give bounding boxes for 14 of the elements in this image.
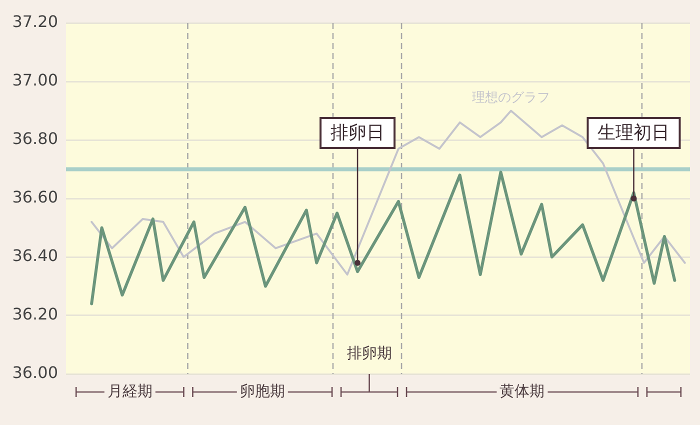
series-label: 理想のグラフ bbox=[472, 90, 550, 106]
text: 黄体期 bbox=[500, 382, 545, 400]
annotation: 排卵日 bbox=[330, 122, 385, 144]
annotation: 生理初日 bbox=[598, 122, 670, 144]
text: 卵胞期 bbox=[240, 382, 285, 400]
y-tick-label: 36.60 bbox=[12, 188, 58, 207]
y-tick-label: 36.20 bbox=[12, 304, 58, 324]
y-tick-label: 36.00 bbox=[12, 363, 58, 382]
y-tick-label: 36.40 bbox=[12, 246, 58, 266]
y-tick-label: 37.20 bbox=[12, 12, 58, 32]
y-tick-label: 37.00 bbox=[12, 70, 58, 90]
text: 月経期 bbox=[107, 382, 152, 400]
annotation: 排卵期 bbox=[346, 344, 392, 362]
y-tick-label: 36.80 bbox=[12, 129, 58, 148]
